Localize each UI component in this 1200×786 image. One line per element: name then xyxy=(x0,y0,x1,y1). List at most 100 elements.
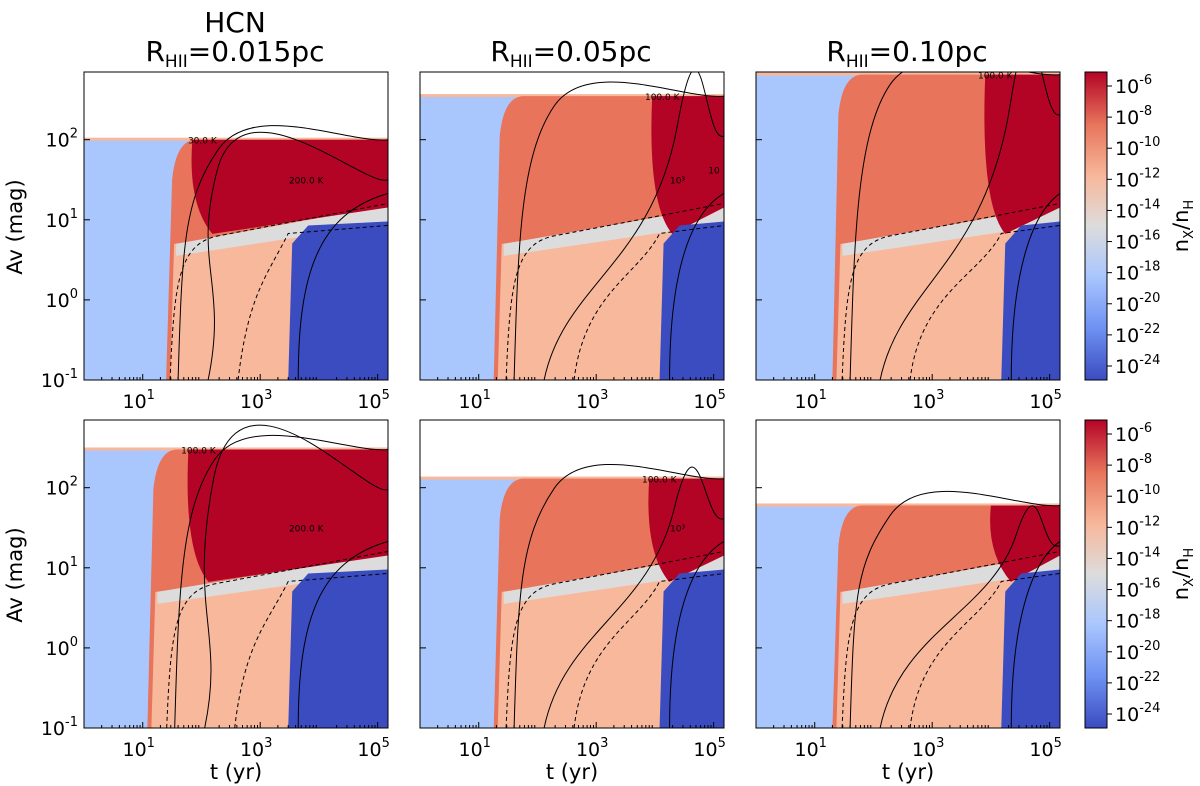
contour-label: 10³ xyxy=(670,176,685,186)
colorbar-tick-label: 10-24 xyxy=(1115,701,1160,726)
x-tick-label: 105 xyxy=(693,736,725,761)
panel-r1c2: 100.0 K 10³ 10 101 103 105 xyxy=(419,71,726,413)
temperature-contour xyxy=(879,72,1060,380)
density-contour xyxy=(573,224,724,380)
density-contour xyxy=(166,550,388,728)
depleted-region xyxy=(659,569,724,728)
x-tick-label: 105 xyxy=(693,388,725,413)
depleted-region xyxy=(1001,221,1060,380)
edge-band xyxy=(84,447,388,451)
contour-label: 10³ xyxy=(670,524,685,534)
y-axis-label-row1: Av (mag) xyxy=(3,179,27,274)
colorbar-tick-label: 10-18 xyxy=(1115,260,1160,285)
panel-r1c3: 100.0 K 101 103 105 xyxy=(755,71,1062,413)
density-contour xyxy=(841,202,1060,380)
x-tick-label: 103 xyxy=(576,736,608,761)
temperature-contour xyxy=(297,540,388,728)
x-tick-label: 101 xyxy=(122,736,154,761)
temperature-contour xyxy=(543,466,724,728)
x-tick-label: 101 xyxy=(458,388,490,413)
panel-frame xyxy=(83,419,389,729)
temperature-contour xyxy=(1010,193,1060,380)
colorbar-tick-label: 10-14 xyxy=(1115,545,1160,570)
colorbar-tick-label: 10-6 xyxy=(1115,73,1152,98)
contour-label: 10 xyxy=(708,166,720,176)
x-tick-label: 103 xyxy=(912,736,944,761)
transition-band xyxy=(157,553,388,604)
high-abundance-region xyxy=(651,96,724,234)
high-abundance-region xyxy=(648,478,724,582)
temperature-contour xyxy=(174,435,388,728)
colorbar-tick-label: 10-12 xyxy=(1115,514,1160,539)
colorbar-tick-label: 10-6 xyxy=(1115,421,1152,446)
colorbar-tick-label: 10-16 xyxy=(1115,229,1160,254)
contour-label: 100.0 K xyxy=(642,476,678,486)
temperature-contour xyxy=(849,490,1060,728)
column-title-2: RHII=0.05pc xyxy=(490,35,651,72)
colorbar-label: nX/nH xyxy=(1169,548,1197,600)
x-tick-label: 103 xyxy=(576,388,608,413)
column-title-1: RHII=0.015pc xyxy=(145,35,324,72)
y-tick-label: 10-1 xyxy=(41,367,78,392)
temperature-contour xyxy=(297,192,388,380)
panel-frame xyxy=(419,419,725,729)
panel-r1c1: 30.0 K 200.0 K 101 103 105 10-1 100 101 102 xyxy=(41,71,390,413)
transition-band xyxy=(176,205,388,256)
temperature-contour xyxy=(1010,541,1060,728)
density-contour xyxy=(573,572,724,728)
y-tick-label: 10-1 xyxy=(41,715,78,740)
depleted-region xyxy=(659,221,724,380)
x-tick-label: 103 xyxy=(240,388,272,413)
density-contour xyxy=(169,202,388,380)
edge-band xyxy=(420,94,724,98)
panel-frame xyxy=(755,71,1061,381)
density-contour xyxy=(505,550,724,728)
column-title-3: RHII=0.10pc xyxy=(826,35,987,72)
density-contour xyxy=(909,224,1060,380)
colorbar-tick-label: 10-12 xyxy=(1115,166,1160,191)
x-tick-label: 105 xyxy=(1029,388,1061,413)
colorbar-tick-label: 10-10 xyxy=(1115,135,1160,160)
density-contour xyxy=(237,224,388,380)
high-abundance-region xyxy=(187,449,388,582)
y-tick-label: 100 xyxy=(46,287,78,312)
x-tick-label: 105 xyxy=(357,388,389,413)
x-axis-label-col3: t (yr) xyxy=(882,760,934,784)
colorbar-tick-label: 10-8 xyxy=(1115,452,1152,477)
temperature-contour xyxy=(203,424,388,728)
depleted-region xyxy=(288,221,388,380)
x-tick-label: 103 xyxy=(912,388,944,413)
x-axis-label-col2: t (yr) xyxy=(546,760,598,784)
colorbar-tick-label: 10-22 xyxy=(1115,322,1160,347)
colorbar-tick-label: 10-24 xyxy=(1115,353,1160,378)
temperature-contour xyxy=(207,131,388,380)
x-tick-label: 103 xyxy=(240,736,272,761)
high-abundance-region xyxy=(990,505,1060,582)
colorbar-tick-label: 10-8 xyxy=(1115,104,1152,129)
contour-label: 100.0 K xyxy=(645,93,681,103)
edge-band xyxy=(756,72,1060,76)
edge-band xyxy=(756,503,1060,507)
temperature-contour xyxy=(669,541,724,728)
x-tick-label: 105 xyxy=(357,736,389,761)
x-tick-label: 101 xyxy=(794,736,826,761)
y-tick-label: 101 xyxy=(46,207,78,232)
temperature-contour xyxy=(543,72,724,380)
density-contour xyxy=(505,202,724,380)
panel-frame xyxy=(755,419,1061,729)
colorbar-tick-label: 10-18 xyxy=(1115,608,1160,633)
density-contour xyxy=(841,550,1060,728)
colorbar-gradient xyxy=(1084,71,1108,381)
panel-frame xyxy=(419,71,725,381)
colorbar-tick-label: 10-20 xyxy=(1115,639,1160,664)
colorbar-bottom: 10-6 10-8 10-10 10-12 10-14 10-16 10-18 10-20 10… xyxy=(1084,419,1197,729)
y-tick-label: 102 xyxy=(46,475,78,500)
x-tick-label: 105 xyxy=(1029,736,1061,761)
contour-label: 30.0 K xyxy=(188,137,218,147)
y-tick-label: 102 xyxy=(46,127,78,152)
contour-label: 100.0 K xyxy=(978,72,1014,82)
high-abundance-region xyxy=(191,139,388,234)
density-contour xyxy=(234,572,388,728)
